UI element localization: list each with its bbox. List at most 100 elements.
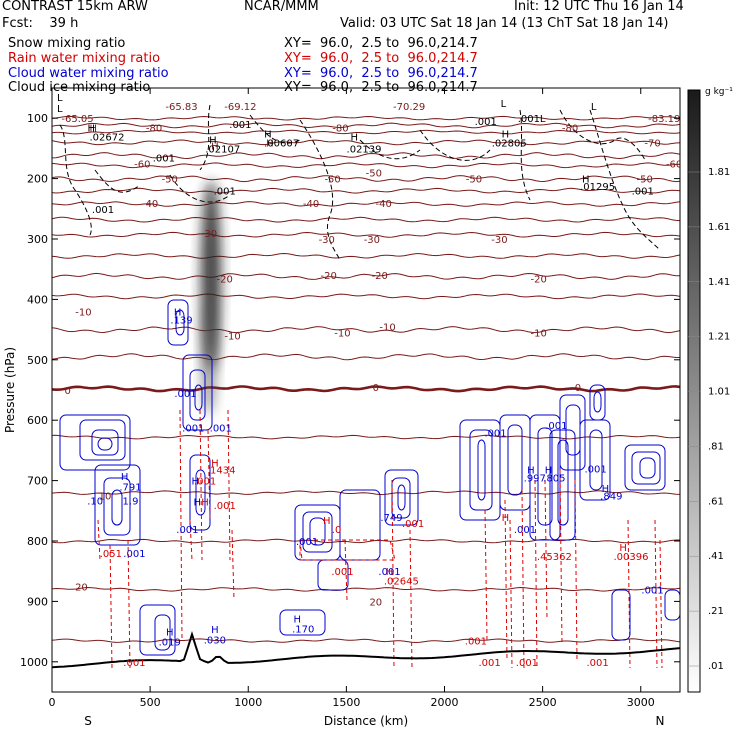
isotherm-10 [52, 490, 680, 496]
isotherm-0 [52, 385, 680, 393]
y-tick-label: 900 [27, 595, 48, 608]
cloud-water-label: .139 [170, 315, 192, 326]
legend-cloud-water-xy: XY= 96.0, 2.5 to 96.0,214.7 [284, 66, 478, 81]
rain-water-label: H [201, 498, 209, 509]
isotherm-label: -40 [303, 199, 319, 210]
isotherm-label: -60 [666, 160, 682, 171]
rain-water-contour [654, 519, 658, 669]
isotherm-label: -10 [334, 329, 350, 340]
cloud-water-contour [559, 394, 586, 471]
cloud-ice-contour [59, 124, 92, 236]
rain-water-label: H [211, 458, 219, 469]
cloud-ice-contour [589, 109, 661, 251]
isotherm-label: -30 [319, 235, 335, 246]
cloud-ice-label: H [502, 129, 510, 140]
colorbar [687, 89, 701, 693]
cloud-ice-label: H [350, 132, 358, 143]
cloud-ice-label: L [591, 102, 597, 113]
cloud-water-contour [631, 451, 661, 485]
rain-water-label: H [386, 567, 394, 578]
cloud-water-contour [639, 457, 656, 479]
cloud-water-label: .10 [87, 497, 103, 508]
cloud-water-label: .997 [524, 474, 546, 485]
rain-water-label: .001 [479, 658, 501, 669]
rain-water-contour [534, 479, 538, 669]
y-tick-label: 700 [27, 475, 48, 488]
cloud-ice-label: H [87, 123, 95, 134]
cloud-ice-label: .001 [475, 117, 497, 128]
isotherm-label: -65.83 [165, 102, 197, 113]
cloud-water-contour [593, 391, 602, 413]
cloud-ice-label: .02139 [347, 144, 382, 155]
cloud-ice-label: .001 [518, 114, 540, 125]
plot-border [51, 87, 681, 693]
x-tick-label: 1500 [332, 696, 360, 709]
x-end-label-north: N [656, 714, 665, 728]
isotherm-label: -50 [324, 175, 340, 186]
legend-snow-xy: XY= 96.0, 2.5 to 96.0,214.7 [284, 36, 478, 51]
cloud-water-contour [507, 424, 523, 496]
cloud-water-contour [79, 419, 126, 461]
isotherm-label: H [266, 138, 274, 149]
rain-water-contour [504, 499, 508, 661]
rain-water-label: .001 [586, 658, 608, 669]
cloud-water-label: H [193, 498, 201, 509]
cloud-water-contour [194, 384, 203, 411]
cloud-ice-label: .001 [229, 120, 251, 131]
cloud-water-contour [91, 429, 119, 456]
isotherm-label: 0 [65, 386, 71, 397]
cloud-water-contour [339, 489, 381, 561]
cloud-water-contour [154, 614, 171, 651]
org-label: NCAR/MMM [244, 0, 319, 14]
rain-water-label: 1434 [210, 466, 235, 477]
isotherm-label: -20 [217, 274, 233, 285]
cloud-water-label: .001 [174, 389, 196, 400]
isotherm-m10 [52, 326, 680, 334]
isotherm-20 [52, 586, 680, 592]
isotherm-label: -50 [162, 175, 178, 186]
cloud-ice-label: .01295 [580, 182, 615, 193]
isotherm-label: -40 [375, 199, 391, 210]
legend-cloud-water: Cloud water mixing ratio [8, 66, 169, 81]
cloud-ice-label: L [540, 114, 546, 125]
isotherm-label: -80 [146, 123, 162, 134]
isotherm-m40 [52, 201, 680, 207]
cloud-water-label: .001 [210, 423, 232, 434]
cloud-water-contour [111, 489, 123, 526]
rain-water-label: H [619, 543, 627, 554]
isotherm-label: -20 [531, 274, 547, 285]
rain-water-label: .001 [465, 637, 487, 648]
cloud-water-contour [103, 477, 131, 536]
cloud-water-contour [94, 464, 141, 546]
terrain-line [52, 630, 680, 669]
y-tick-label: 500 [27, 354, 48, 367]
colorbar-tick-label: .21 [708, 606, 724, 617]
rain-water-contour [484, 509, 488, 641]
isotherm-label: -65.05 [61, 114, 93, 125]
cloud-water-label: .001 [182, 423, 204, 434]
cloud-water-contour [397, 484, 406, 511]
cloud-water-label: .001 [296, 537, 318, 548]
cloud-water-label: H [121, 472, 129, 483]
isotherm-label: -20 [372, 271, 388, 282]
x-end-label-south: S [84, 714, 92, 728]
cloud-ice-contour [299, 119, 341, 261]
cloud-water-contour [97, 437, 113, 451]
isotherm-label: 10 [99, 492, 112, 503]
x-tick-label: 1000 [234, 696, 262, 709]
isotherm-m55 [52, 162, 680, 169]
cloud-water-contour [309, 517, 326, 546]
cloud-water-label: .001 [484, 428, 506, 439]
isotherm-5 [52, 434, 680, 440]
cloud-ice-label: H [209, 135, 217, 146]
rain-water-label: .02645 [384, 576, 419, 587]
rain-water-contour [179, 409, 183, 641]
legend-rain-xy: XY= 96.0, 2.5 to 96.0,214.7 [284, 51, 478, 66]
rain-water-contour [409, 529, 413, 669]
rain-water-label: .001 [194, 477, 216, 488]
isotherm-m80 [52, 122, 680, 129]
cloud-water-contour [549, 429, 576, 541]
cloud-water-label: .030 [204, 635, 226, 646]
x-tick-label: 2500 [529, 696, 557, 709]
